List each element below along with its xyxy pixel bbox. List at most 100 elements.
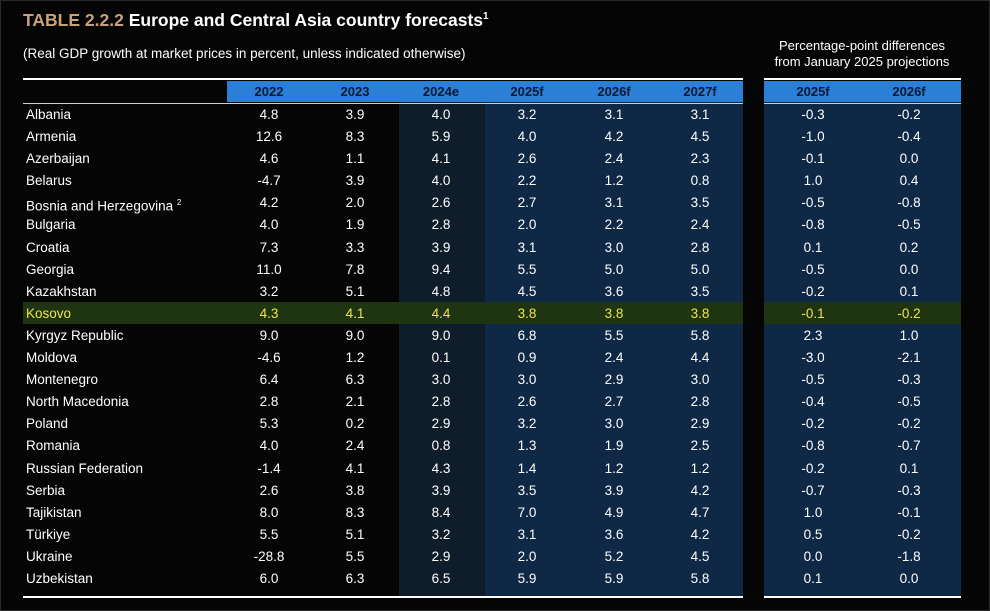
highlight-row-diff <box>764 302 961 324</box>
value-cell: 9.0 <box>345 327 365 343</box>
table-title: TABLE 2.2.2 Europe and Central Asia coun… <box>23 10 489 31</box>
difference-cell: 1.0 <box>803 504 823 520</box>
column-header: 2024e <box>422 84 460 99</box>
difference-cell: -0.8 <box>801 438 825 454</box>
difference-cell: -2.1 <box>897 350 921 366</box>
difference-cell: -0.2 <box>897 305 921 321</box>
difference-header-line1: Percentage-point differences <box>779 38 945 53</box>
difference-cell: 1.0 <box>803 173 823 189</box>
value-cell: 2.8 <box>259 394 279 410</box>
value-cell: 2.4 <box>345 438 365 454</box>
value-cell: 3.1 <box>517 526 537 542</box>
column-header: 2023 <box>340 84 370 99</box>
value-cell: 6.0 <box>259 570 279 586</box>
difference-cell: 0.0 <box>899 261 919 277</box>
value-cell: 1.9 <box>604 438 624 454</box>
table-row: Belarus -4.7 3.9 4.0 2.2 1.2 0.8 1.0 0.4 <box>1 170 990 192</box>
value-cell: 2.3 <box>690 151 710 167</box>
value-cell: 3.1 <box>517 239 537 255</box>
value-cell: 3.5 <box>690 283 710 299</box>
table-code: TABLE 2.2.2 <box>23 10 124 30</box>
value-cell: 3.1 <box>690 107 710 122</box>
value-cell: 9.0 <box>259 327 279 343</box>
value-cell: 0.1 <box>431 350 451 366</box>
country-label: Kosovo <box>26 305 72 321</box>
difference-cell: -0.3 <box>897 482 921 498</box>
value-cell: -1.4 <box>257 460 281 476</box>
value-cell: 2.6 <box>517 151 537 167</box>
country-name: Croatia <box>26 237 70 259</box>
value-cell: 9.0 <box>431 327 451 343</box>
value-cell: 3.0 <box>431 372 451 388</box>
bottom-rule-diff <box>764 596 961 598</box>
difference-cell: -0.3 <box>897 372 921 388</box>
table-row: Albania 4.8 3.9 4.0 3.2 3.1 3.1 -0.3 -0.2 <box>1 104 990 126</box>
table-row: Türkiye 5.5 5.1 3.2 3.1 3.6 4.2 0.5 -0.2 <box>1 524 990 546</box>
value-cell: 3.1 <box>604 195 624 211</box>
value-cell: 2.4 <box>604 350 624 366</box>
value-cell: 9.4 <box>431 261 451 277</box>
country-label: Ukraine <box>26 548 73 564</box>
value-cell: 5.5 <box>604 327 624 343</box>
country-name: Kyrgyz Republic <box>26 325 124 347</box>
value-cell: 12.6 <box>255 129 283 145</box>
highlight-row-main <box>23 302 743 324</box>
difference-cell: -0.2 <box>897 526 921 542</box>
value-cell: 4.1 <box>345 460 365 476</box>
top-rule <box>23 78 743 80</box>
value-cell: 3.0 <box>690 372 710 388</box>
country-label: Kyrgyz Republic <box>26 327 124 343</box>
value-cell: 5.1 <box>345 283 365 299</box>
difference-column-header: 2025f <box>796 84 830 99</box>
value-cell: 4.5 <box>517 283 537 299</box>
country-name: Montenegro <box>26 369 98 391</box>
table-row: Bulgaria 4.0 1.9 2.8 2.0 2.2 2.4 -0.8 -0.5 <box>1 214 990 236</box>
value-cell: 3.5 <box>517 482 537 498</box>
table-row: Tajikistan 8.0 8.3 8.4 7.0 4.9 4.7 1.0 -0.1 <box>1 502 990 524</box>
difference-cell: 0.1 <box>899 460 919 476</box>
country-name: North Macedonia <box>26 391 129 413</box>
value-cell: 4.7 <box>690 504 710 520</box>
country-name: Ukraine <box>26 546 73 568</box>
table-row: Croatia 7.3 3.3 3.9 3.1 3.0 2.8 0.1 0.2 <box>1 237 990 259</box>
column-header: 2022 <box>254 84 284 99</box>
value-cell: 0.2 <box>345 416 365 432</box>
value-cell: 1.2 <box>604 173 624 189</box>
value-cell: 4.4 <box>431 305 451 321</box>
value-cell: -4.7 <box>257 173 281 189</box>
country-name: Moldova <box>26 347 77 369</box>
value-cell: 3.8 <box>604 305 624 321</box>
table-title-text: Europe and Central Asia country forecast… <box>128 10 484 30</box>
difference-cell: 0.2 <box>899 239 919 255</box>
value-cell: 1.4 <box>517 460 537 476</box>
value-cell: 4.0 <box>431 107 451 122</box>
value-cell: 2.9 <box>690 416 710 432</box>
value-cell: 2.0 <box>517 217 537 233</box>
value-cell: 2.6 <box>431 195 451 211</box>
difference-cell: -0.5 <box>801 261 825 277</box>
difference-cell: -0.1 <box>801 305 825 321</box>
country-name: Albania <box>26 104 71 126</box>
difference-cell: -0.2 <box>801 283 825 299</box>
forecast-columns-panel <box>485 81 743 597</box>
difference-cell: -0.2 <box>801 460 825 476</box>
column-header: 2027f <box>683 84 717 99</box>
value-cell: 3.9 <box>345 173 365 189</box>
table-row: Moldova -4.6 1.2 0.1 0.9 2.4 4.4 -3.0 -2.1 <box>1 347 990 369</box>
country-label: Serbia <box>26 482 66 498</box>
difference-cell: 0.1 <box>803 239 823 255</box>
value-cell: 2.4 <box>604 151 624 167</box>
value-cell: 6.4 <box>259 372 279 388</box>
value-cell: 3.0 <box>604 239 624 255</box>
header-rule <box>23 103 743 104</box>
value-cell: 8.0 <box>259 504 279 520</box>
difference-header: Percentage-point differences from Januar… <box>763 38 961 70</box>
table-row: Georgia 11.0 7.8 9.4 5.5 5.0 5.0 -0.5 0.0 <box>1 259 990 281</box>
difference-cell: -0.3 <box>801 107 825 122</box>
value-cell: 2.2 <box>604 217 624 233</box>
country-label: Tajikistan <box>26 504 82 520</box>
country-name: Tajikistan <box>26 502 82 524</box>
value-cell: 5.8 <box>690 570 710 586</box>
country-name: Kosovo <box>26 303 71 325</box>
